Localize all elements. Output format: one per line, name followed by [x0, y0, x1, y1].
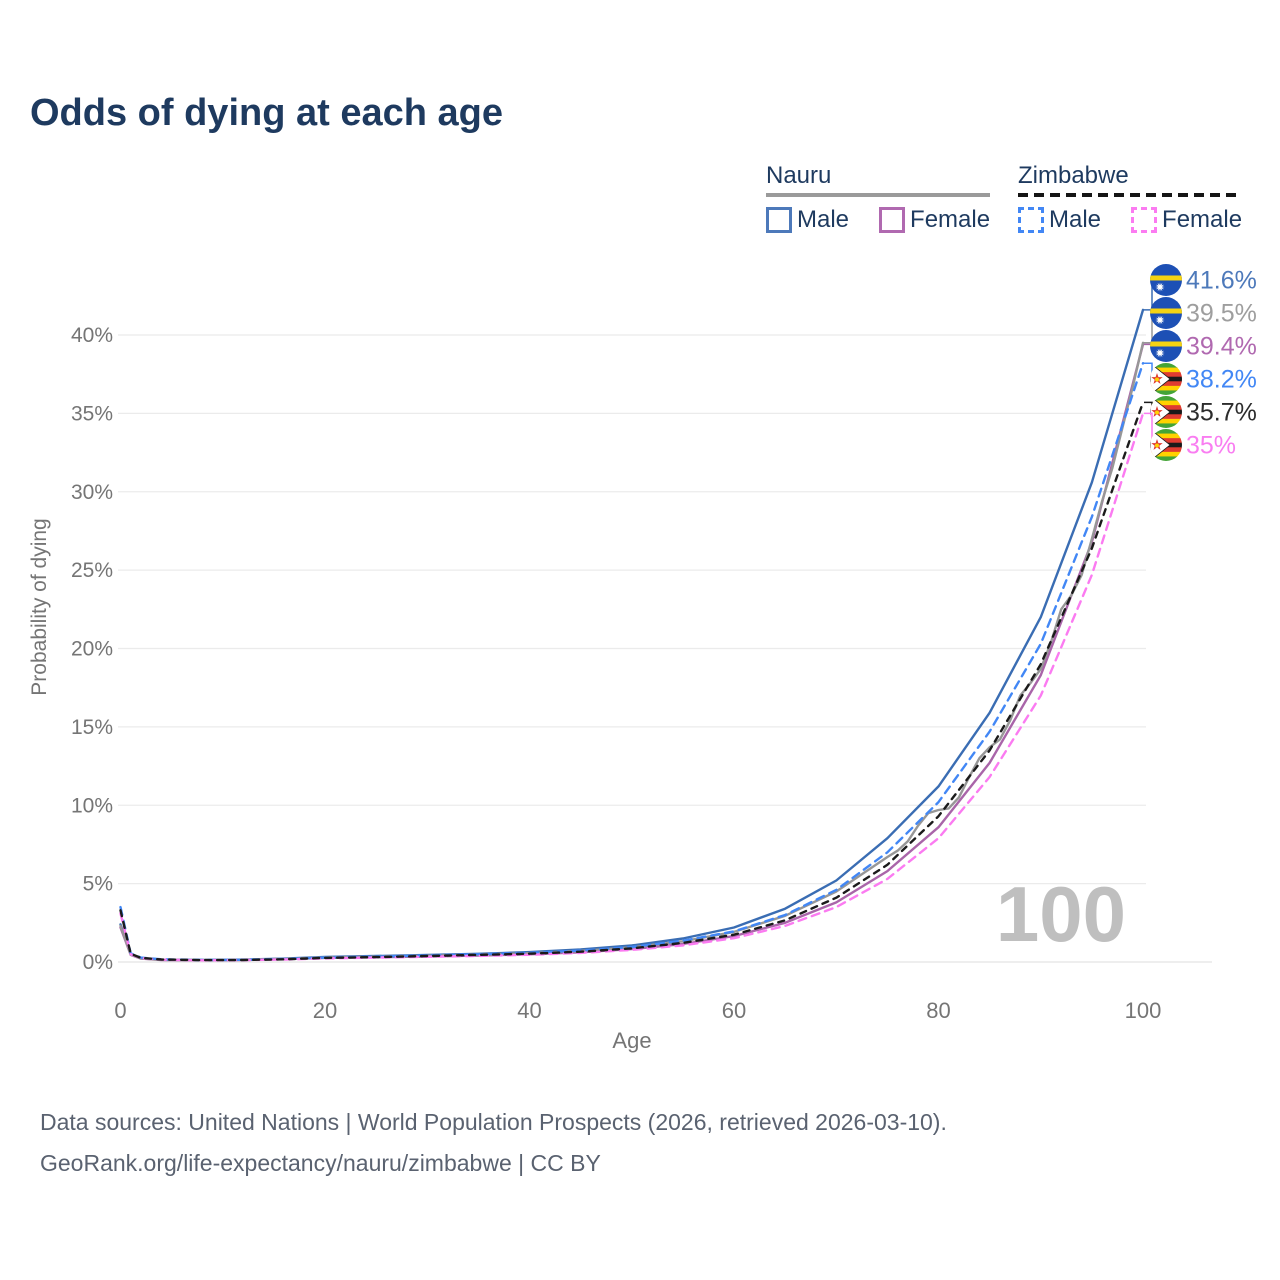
legend-item-nauru-male: Male: [766, 206, 849, 234]
page-title: Odds of dying at each age: [30, 92, 503, 134]
flag-zimbabwe-icon: [1150, 429, 1182, 461]
y-tick-label: 40%: [71, 324, 113, 347]
x-tick-label: 0: [114, 998, 126, 1023]
y-tick-label: 5%: [83, 873, 113, 896]
legend-item-nauru-female: Female: [879, 206, 990, 234]
gridlines: [118, 334, 1212, 963]
flag-nauru-icon: [1150, 297, 1182, 329]
x-tick-label: 100: [1125, 998, 1162, 1023]
x-axis-title: Age: [612, 1028, 651, 1053]
x-tick-label: 40: [517, 998, 541, 1023]
legend-group-title-nauru: Nauru: [766, 162, 832, 189]
x-tick-label: 20: [313, 998, 337, 1023]
zimbabwe-female-swatch-icon: [1131, 207, 1158, 233]
y-tick-label: 35%: [71, 402, 113, 425]
zimbabwe-linestyle-sample: [1018, 193, 1243, 197]
legend-label: Female: [1162, 206, 1243, 233]
end-label-zimbabwe-both: 35.7%: [1186, 399, 1257, 427]
series-line-nauru-female: [119, 343, 1145, 962]
nauru-male-swatch-icon: [766, 207, 792, 233]
flag-zimbabwe-icon: [1150, 396, 1182, 428]
legend-group-title-zimbabwe: Zimbabwe: [1018, 162, 1129, 189]
y-tick-label: 20%: [71, 638, 113, 661]
series-line-zimbabwe-male: [119, 362, 1145, 962]
legend-label: Female: [910, 206, 991, 233]
zimbabwe-male-swatch-icon: [1018, 207, 1044, 233]
y-axis-title: Probability of dying: [28, 518, 51, 695]
flag-nauru-icon: [1150, 330, 1182, 362]
end-label-nauru-male: 41.6%: [1186, 267, 1257, 295]
footer-attribution: GeoRank.org/life-expectancy/nauru/zimbab…: [40, 1150, 601, 1176]
y-tick-label: 15%: [71, 716, 113, 739]
axis-ticks: 0% 5% 10% 15% 20% 25% 30% 35% 40% 0 20 40 60 80 100: [71, 324, 1161, 1023]
y-tick-label: 25%: [71, 559, 113, 582]
series-line-nauru-both: [119, 341, 1145, 962]
x-tick-label: 60: [722, 998, 746, 1023]
series-line-zimbabwe-both: [119, 401, 1145, 962]
y-tick-label: 0%: [83, 951, 113, 974]
nauru-linestyle-sample: [766, 193, 991, 197]
footer: Data sources: United Nations | World Pop…: [40, 1102, 947, 1184]
series-line-zimbabwe-female: [119, 412, 1145, 962]
y-tick-label: 10%: [71, 794, 113, 817]
x-tick-label: 80: [926, 998, 950, 1023]
watermark-age-100: 100: [996, 870, 1126, 958]
series-lines: [119, 308, 1145, 962]
legend-label: Male: [1049, 206, 1102, 233]
legend-item-zimbabwe-male: Male: [1018, 206, 1101, 234]
y-tick-label: 30%: [71, 481, 113, 504]
end-label-zimbabwe-female: 35%: [1186, 432, 1236, 460]
legend-label: Male: [797, 206, 850, 233]
nauru-female-swatch-icon: [879, 207, 906, 233]
series-line-nauru-male: [119, 308, 1145, 962]
end-label-zimbabwe-male: 38.2%: [1186, 366, 1257, 394]
legend-item-zimbabwe-female: Female: [1131, 206, 1242, 234]
flag-nauru-icon: [1150, 264, 1182, 296]
legend-group-nauru: Nauru Male Female: [766, 162, 991, 234]
end-label-nauru-both: 39.5%: [1186, 300, 1257, 328]
flag-zimbabwe-icon: [1150, 363, 1182, 395]
end-labels: 41.6% 39.5% 39.4% 38.2% 35.7% 35%: [1144, 264, 1257, 461]
end-label-nauru-female: 39.4%: [1186, 333, 1257, 361]
footer-data-sources: Data sources: United Nations | World Pop…: [40, 1109, 947, 1135]
legend-group-zimbabwe: Zimbabwe Male Female: [1018, 162, 1243, 234]
